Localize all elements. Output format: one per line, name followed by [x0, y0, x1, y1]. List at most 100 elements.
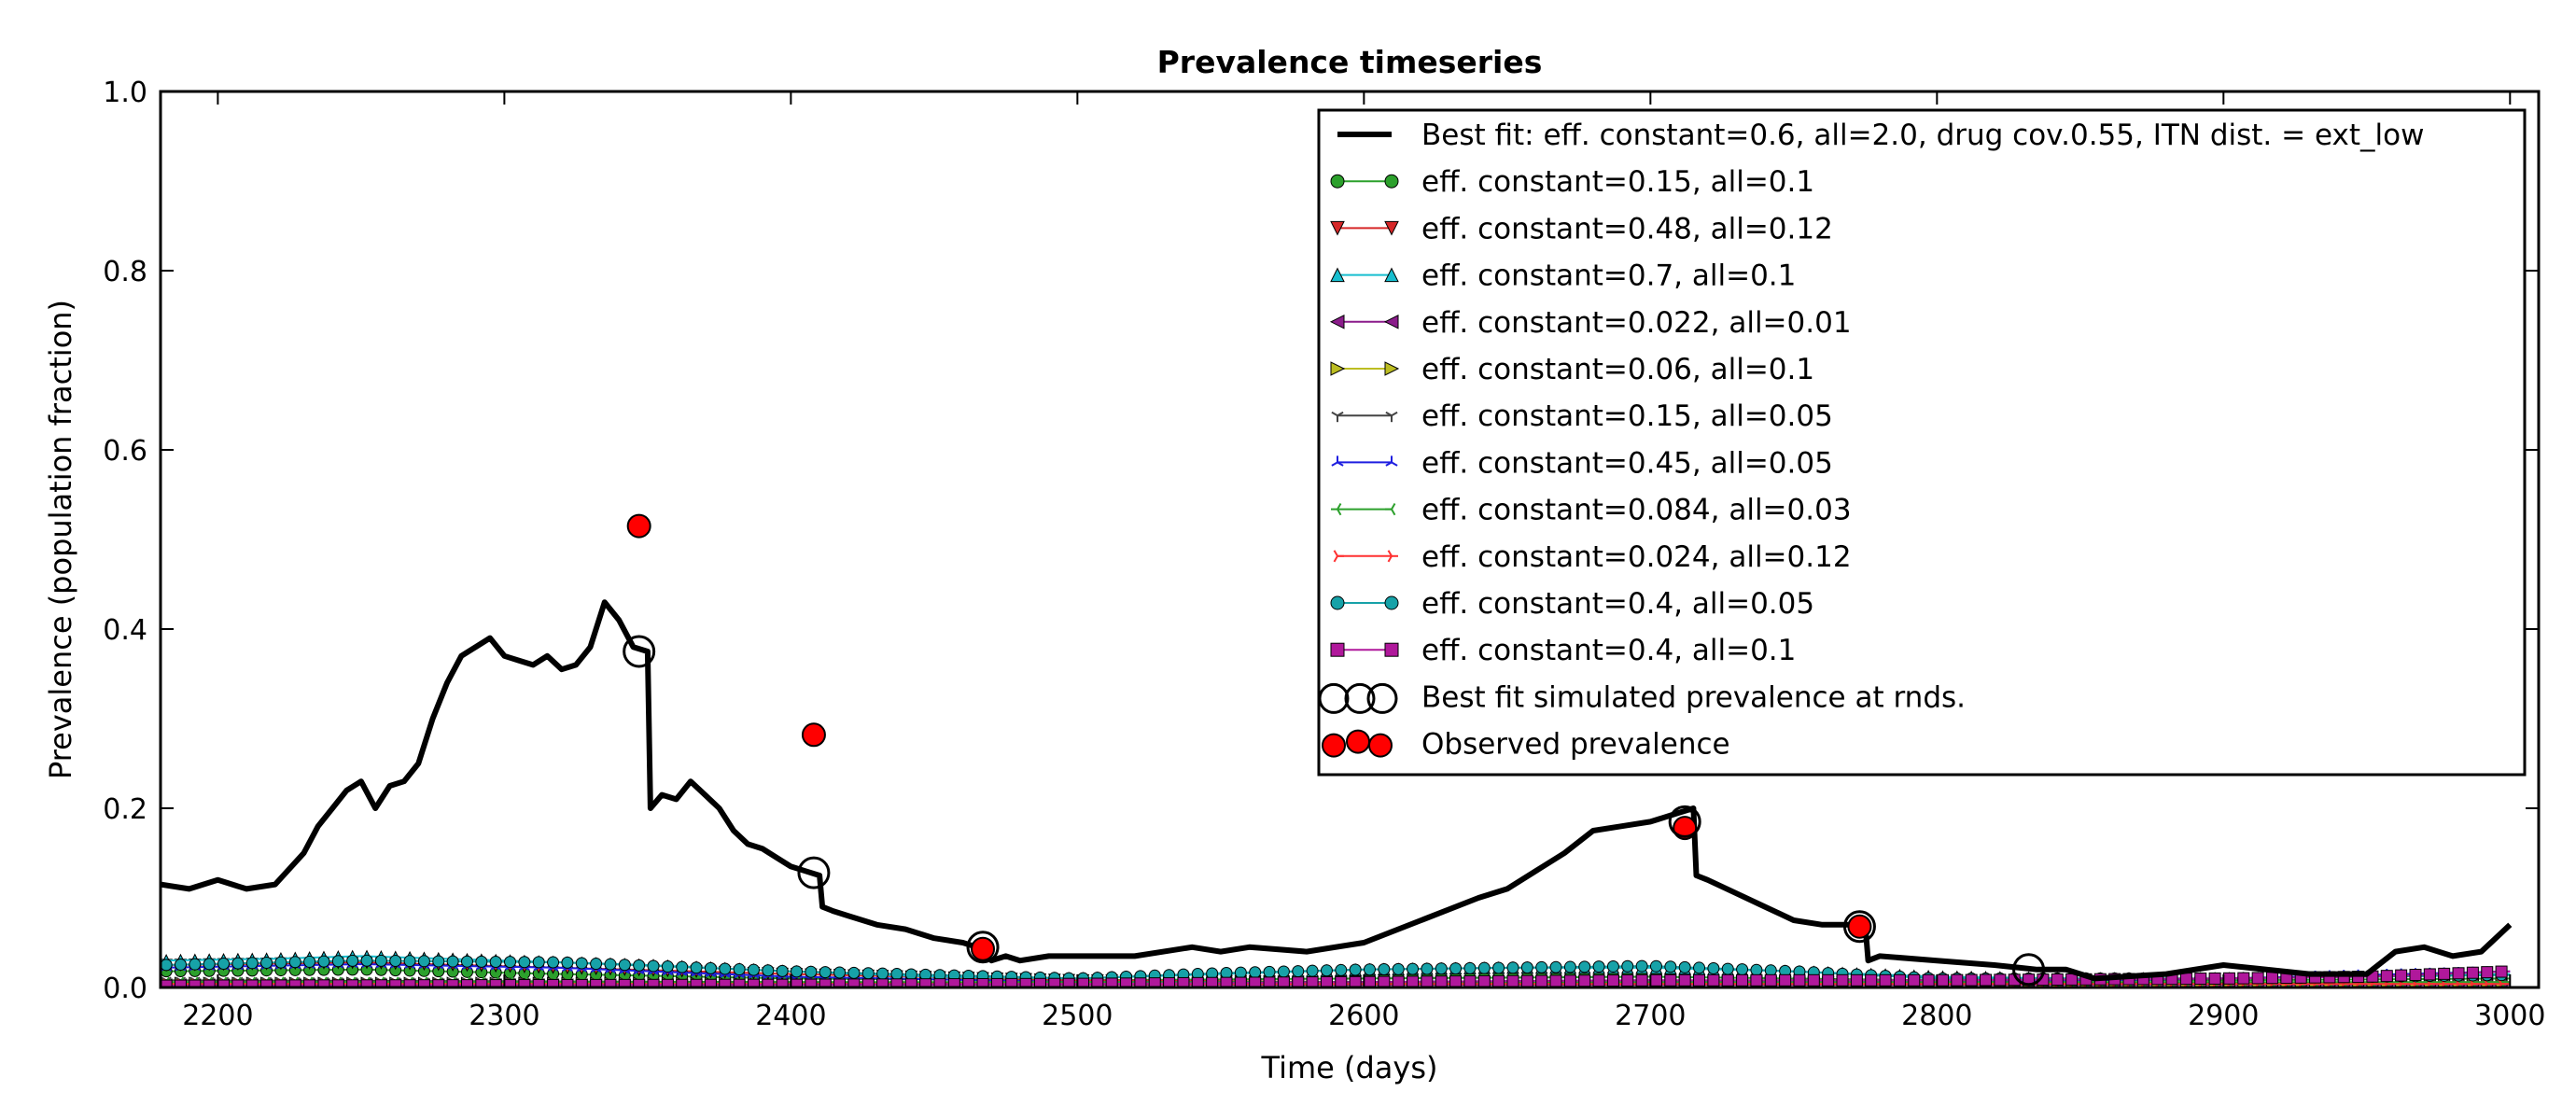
series-11-point [733, 978, 746, 987]
series-11-point [2222, 972, 2235, 985]
series-11-point [1449, 975, 1463, 987]
legend-series-marker [1330, 174, 1345, 189]
series-11-point [274, 979, 287, 987]
series-11-point [532, 979, 545, 987]
series-11-point [1793, 973, 1806, 987]
series-10-point [317, 955, 330, 968]
series-11-point [661, 978, 674, 987]
series-11-point [1994, 973, 2007, 987]
series-10-point [189, 958, 202, 971]
series-11-point [2208, 972, 2221, 985]
series-11-point [1091, 977, 1104, 987]
series-11-point [1764, 973, 1777, 987]
series-10-point [1463, 961, 1477, 974]
legend-series-marker [1385, 411, 1398, 423]
series-10-point [1635, 959, 1648, 973]
series-11-point [1908, 973, 1921, 987]
x-tick-label: 2300 [469, 1000, 539, 1032]
series-11-point [1621, 973, 1634, 987]
series-10-point [460, 955, 473, 968]
series-10-point [331, 955, 344, 968]
series-10-point [661, 960, 674, 973]
series-10-point [704, 961, 717, 974]
legend-label: Observed prevalence [1421, 728, 1730, 762]
series-11-point [1148, 977, 1161, 987]
legend-label: Best fit: eff. constant=0.6, all=2.0, dr… [1421, 119, 2424, 152]
series-11-point [647, 978, 660, 987]
series-11-point [1407, 975, 1420, 987]
series-10-point [890, 968, 903, 981]
series-11-point [819, 978, 832, 987]
series-10-point [861, 967, 875, 980]
series-10-point [489, 955, 502, 968]
series-11-point [1635, 973, 1648, 987]
series-11-point [189, 979, 202, 987]
series-10-point [1477, 961, 1491, 974]
series-10-point [432, 955, 445, 968]
best-fit-round-point [1842, 910, 1876, 944]
series-11-point [1893, 973, 1906, 987]
series-11-point [1363, 975, 1376, 987]
series-10-point [618, 959, 631, 972]
series-11-point [2452, 967, 2465, 980]
series-10-point [847, 966, 861, 979]
series-11-point [1392, 975, 1405, 987]
legend-round-marker [1366, 682, 1398, 714]
series-10-point [575, 957, 588, 970]
series-11-point [1349, 975, 1362, 987]
series-11-point [690, 978, 703, 987]
series-11-point [2481, 966, 2494, 979]
legend-series-marker [1333, 550, 1344, 563]
series-11-point [1463, 975, 1477, 987]
series-10-point [403, 955, 416, 968]
series-10-point [475, 955, 488, 968]
series-10-point [690, 961, 703, 974]
series-11-point [1048, 977, 1061, 987]
legend-series-marker [1387, 550, 1398, 563]
series-10-point [1234, 966, 1247, 979]
observed-point [971, 936, 996, 961]
series-11-point [317, 979, 330, 987]
legend-label: eff. constant=0.7, all=0.1 [1421, 259, 1796, 293]
legend-series-marker [1331, 503, 1342, 516]
series-10-point [1563, 960, 1576, 973]
series-10-point [1392, 962, 1405, 975]
x-axis-label: Time (days) [1261, 1050, 1438, 1085]
series-10-point [1649, 959, 1662, 973]
series-11-point [489, 979, 502, 987]
series-10-point [260, 956, 273, 969]
series-11-point [604, 978, 617, 987]
x-tick-label: 2900 [2188, 1000, 2259, 1032]
series-11-point [2380, 970, 2393, 983]
series-11-point [1492, 974, 1505, 987]
series-11-point [2495, 965, 2508, 978]
series-11-point [1105, 977, 1118, 987]
series-10-point [231, 957, 245, 970]
series-11-point [403, 979, 416, 987]
series-11-point [2466, 966, 2479, 979]
series-10-point [547, 956, 560, 969]
series-11-point [504, 979, 517, 987]
series-11-point [1062, 977, 1075, 987]
legend-label: eff. constant=0.4, all=0.1 [1421, 634, 1796, 667]
observed-point [1673, 816, 1698, 841]
series-11-point [245, 979, 259, 987]
y-tick-label: 0.4 [103, 614, 147, 647]
series-10-point [590, 958, 603, 971]
series-10-point [1335, 963, 1348, 976]
series-11-point [1936, 973, 1949, 987]
legend-series-marker [1331, 411, 1344, 423]
series-11-point [2438, 967, 2451, 980]
observed-point [626, 513, 651, 539]
series-10-point [1693, 961, 1706, 974]
series-10-point [1721, 962, 1734, 975]
series-10-point [1707, 961, 1720, 974]
series-11-point [2423, 968, 2436, 981]
series-11-point [1649, 973, 1662, 987]
legend-label: eff. constant=0.15, all=0.1 [1421, 165, 1814, 199]
series-10-point [805, 965, 818, 978]
series-11-point [1606, 974, 1619, 987]
series-10-point [647, 959, 660, 973]
series-11-point [360, 979, 373, 987]
series-11-point [1520, 974, 1533, 987]
